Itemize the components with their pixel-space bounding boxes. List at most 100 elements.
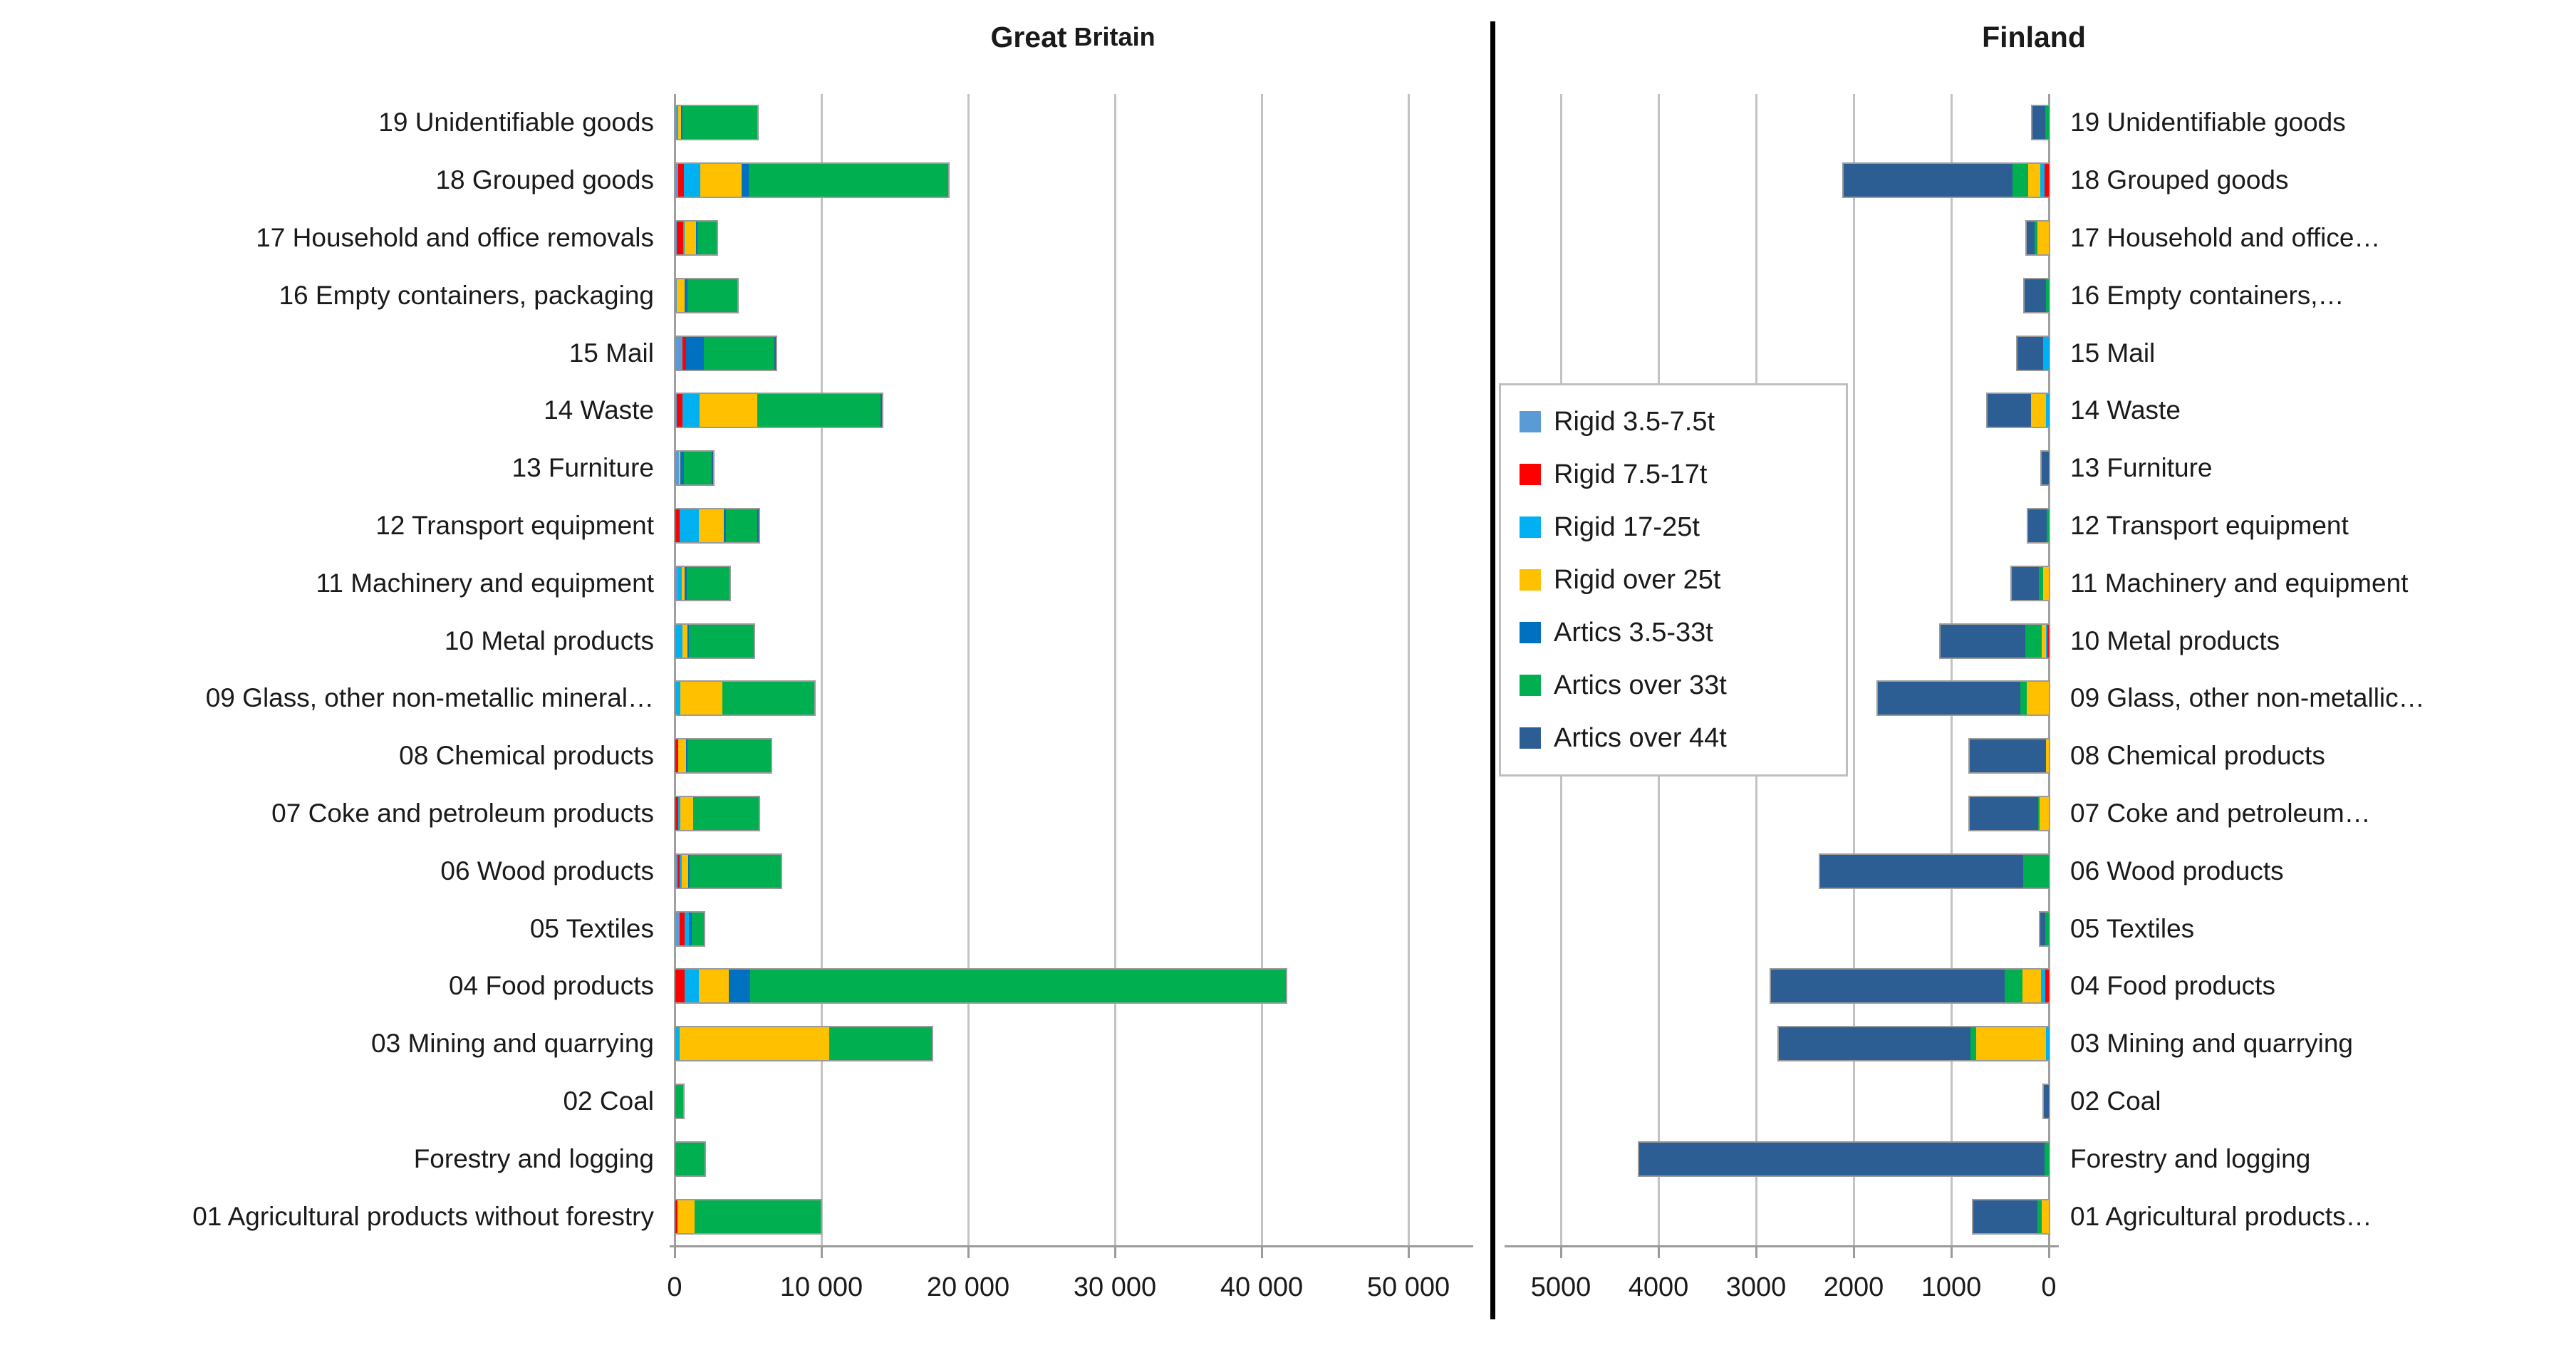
bar-segment — [2011, 566, 2040, 600]
bar-row — [674, 382, 1472, 440]
axis-tick — [1261, 1245, 1263, 1258]
legend-swatch — [1520, 727, 1541, 749]
category-label: 14 Waste — [544, 395, 654, 425]
bar-segment — [1778, 1027, 1971, 1061]
axis-tick-label: 5000 — [1530, 1272, 1591, 1302]
bar-segment — [2047, 509, 2049, 542]
bar-segment — [1820, 854, 2023, 888]
bar-segment — [687, 739, 772, 773]
bar-segment — [689, 624, 754, 658]
bar-segment — [677, 739, 687, 773]
bar-segment — [698, 970, 729, 1003]
bar-segment — [675, 1142, 705, 1175]
bar-segment — [684, 970, 699, 1003]
bar-row — [1505, 266, 2050, 324]
gridline — [1951, 94, 1953, 1245]
legend-label: Rigid 17-25t — [1554, 511, 1700, 542]
legend: Rigid 3.5-7.5t Rigid 7.5-17t Rigid 17-25t R… — [1499, 383, 1848, 777]
bar-segment — [675, 1084, 684, 1118]
category-label: 09 Glass, other non-metallic mineral… — [205, 683, 654, 713]
stacked-bar — [1769, 968, 2050, 1004]
category-label: 08 Chemical products — [399, 741, 654, 771]
legend-item: Rigid over 25t — [1501, 554, 1846, 606]
bar-segment — [675, 566, 679, 600]
axis-tick-label: 30 000 — [1073, 1272, 1157, 1302]
bar-segment — [2031, 394, 2046, 427]
axis-tick-label: 2000 — [1823, 1272, 1884, 1302]
category-label: 01 Agricultural products… — [2070, 1201, 2372, 1231]
axis-tick — [674, 1245, 676, 1258]
category-label: 01 Agricultural products without forestr… — [192, 1201, 654, 1231]
bar-segment — [2045, 912, 2049, 945]
category-label: 14 Waste — [2070, 395, 2181, 425]
legend-swatch — [1520, 622, 1541, 643]
bar-segment — [2042, 566, 2049, 600]
bar-segment — [2045, 394, 2049, 427]
panel-title-great-britain-bold: Great — [990, 20, 1067, 53]
bar-segment — [2040, 796, 2049, 830]
stacked-bar — [674, 565, 732, 601]
bar-segment — [2024, 279, 2046, 312]
category-label: 16 Empty containers,… — [2070, 280, 2344, 310]
gridline — [674, 94, 676, 1245]
category-label: 07 Coke and petroleum products — [271, 798, 654, 828]
bar-segment — [2045, 970, 2049, 1003]
bar-segment — [680, 452, 684, 485]
bar-row — [674, 94, 1472, 152]
bar-row — [1505, 554, 2050, 612]
bar-segment — [1970, 739, 2046, 773]
bar-row — [674, 554, 1472, 612]
bar-segment — [686, 739, 688, 773]
bar-segment — [680, 796, 693, 830]
bar-row — [674, 152, 1472, 209]
bar-row — [1505, 209, 2050, 267]
category-label: 07 Coke and petroleum… — [2070, 798, 2371, 828]
bar-segment — [2022, 970, 2042, 1003]
bar-segment — [1878, 682, 2020, 715]
bar-segment — [680, 682, 722, 715]
legend-swatch — [1520, 464, 1541, 485]
axis-tick-label: 50 000 — [1366, 1272, 1450, 1302]
legend-item: Artics over 44t — [1501, 712, 1846, 764]
bar-segment — [2042, 624, 2046, 658]
category-label: 12 Transport equipment — [375, 510, 654, 540]
bar-segment — [682, 221, 685, 254]
bar-segment — [2005, 970, 2023, 1003]
bar-segment — [2045, 739, 2049, 773]
bar-segment — [680, 509, 699, 542]
legend-swatch — [1520, 411, 1541, 432]
stacked-bar — [674, 335, 778, 371]
bar-segment — [2044, 1084, 2049, 1118]
bar-segment — [2032, 106, 2045, 140]
category-label: Forestry and logging — [2070, 1143, 2311, 1173]
gridline — [1853, 94, 1855, 1245]
bar-row — [674, 612, 1472, 670]
bar-segment — [678, 452, 680, 485]
bar-segment — [675, 164, 678, 197]
panel-title-finland-bold: Finland — [1982, 20, 2086, 53]
category-label: 03 Mining and quarrying — [371, 1029, 654, 1059]
category-label: 08 Chemical products — [2070, 741, 2325, 771]
stacked-bar — [674, 450, 715, 487]
bar-segment — [682, 854, 689, 888]
bar-segment — [2027, 682, 2049, 715]
bar-segment — [2040, 164, 2045, 197]
bar-segment — [2028, 164, 2040, 197]
bar-segment — [1844, 164, 2013, 197]
bar-segment — [757, 509, 759, 542]
gridline — [1408, 94, 1410, 1245]
bar-row — [1505, 497, 2050, 555]
stacked-bar — [674, 1141, 707, 1177]
category-label: 09 Glass, other non-metallic… — [2070, 683, 2425, 713]
axis-tick — [1755, 1245, 1757, 1258]
legend-label: Rigid 7.5-17t — [1554, 459, 1708, 489]
bar-segment — [682, 106, 758, 140]
category-label: 13 Furniture — [2070, 453, 2213, 483]
panel-divider-line — [1490, 21, 1495, 1319]
stacked-bar — [674, 795, 761, 831]
bar-segment — [1970, 1027, 1976, 1061]
stacked-bar — [2042, 1083, 2050, 1119]
bar-row — [674, 1188, 1472, 1245]
bar-segment — [675, 624, 683, 658]
stacked-bar — [674, 105, 759, 141]
